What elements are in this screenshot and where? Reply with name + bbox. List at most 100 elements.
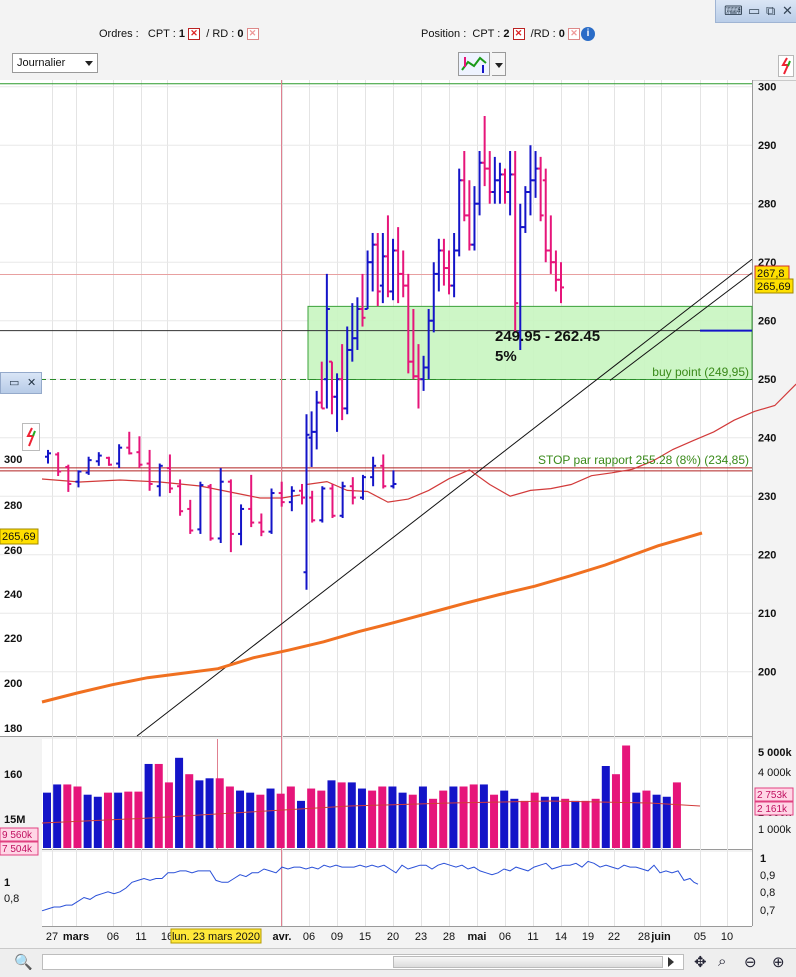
x-tick-label: 28	[443, 931, 455, 943]
x-tick-label: 23	[415, 931, 427, 943]
zoom-area-icon[interactable]: ⌕	[718, 953, 726, 970]
osc-y-tick-label: 0,8	[760, 887, 775, 899]
volume-bar	[673, 782, 681, 848]
volume-bar	[632, 793, 640, 848]
zoom-out-icon[interactable]: ⊖	[744, 953, 757, 971]
restore-icon[interactable]: ▭	[9, 376, 19, 389]
mini-window-titlebar[interactable]: ▭ ✕	[0, 372, 42, 394]
volume-bar	[195, 780, 203, 848]
horizontal-scrollbar[interactable]	[42, 954, 684, 970]
y-tick-label: 240	[758, 433, 776, 445]
volume-bar	[206, 778, 214, 848]
volume-bar	[124, 792, 132, 848]
mini-vol-tick-label: 160	[4, 769, 22, 781]
volume-bar	[541, 797, 549, 848]
mini-y-tick-label: 300	[4, 454, 22, 466]
y-tick-label: 260	[758, 316, 776, 328]
volume-bar	[327, 780, 335, 848]
y-tick-label: 280	[758, 199, 776, 211]
volume-bar	[307, 789, 315, 848]
volume-bar	[409, 795, 417, 848]
y-tick-label: 230	[758, 491, 776, 503]
volume-bar	[439, 791, 447, 848]
x-tick-label: 27	[46, 931, 58, 943]
x-tick-label: 06	[499, 931, 511, 943]
osc-y-tick-label: 1	[760, 853, 766, 865]
last-price-badge-text: 267,8	[757, 268, 785, 280]
x-tick-label: 14	[555, 931, 567, 943]
x-tick-label: 20	[387, 931, 399, 943]
volume-bar	[43, 793, 51, 848]
scrollbar-thumb[interactable]	[393, 956, 663, 968]
x-tick-label: 06	[303, 931, 315, 943]
y-tick-label: 200	[758, 667, 776, 679]
x-tick-label: 19	[582, 931, 594, 943]
volume-bar	[317, 791, 325, 848]
y-tick-label: 250	[758, 374, 776, 386]
stop-label: STOP par rapport 255.28 (8%) (234,85)	[538, 453, 749, 467]
zoom-icon[interactable]: 🔍	[14, 953, 33, 971]
zoom-in-icon[interactable]: ⊕	[772, 953, 785, 971]
volume-bar	[642, 791, 650, 848]
volume-bar	[267, 789, 275, 848]
x-tick-label: 28	[638, 931, 650, 943]
y-tick-label: 210	[758, 608, 776, 620]
volume-bar	[581, 801, 589, 848]
mini-price-badge-text: 265,69	[2, 531, 36, 543]
volume-bar	[145, 764, 153, 848]
x-tick-label: mars	[63, 931, 89, 943]
x-tick-label: lun. 23 mars 2020	[172, 931, 260, 943]
volume-bar	[358, 789, 366, 848]
volume-bar	[378, 787, 386, 849]
mini-vol-badge-text: 9 560k	[2, 830, 33, 841]
x-tick-label: 10	[721, 931, 733, 943]
volume-bar	[602, 766, 610, 848]
mini-y-tick-label: 180	[4, 723, 22, 735]
mini-osc-tick-label: 0,8	[4, 893, 19, 905]
mini-vol-badge-text: 7 504k	[2, 844, 33, 855]
volume-bar	[571, 801, 579, 848]
volume-bar	[622, 746, 630, 849]
indicator-icon[interactable]	[22, 423, 40, 451]
volume-bar	[236, 791, 244, 848]
volume-bar	[510, 799, 518, 848]
buy-point-label: buy point (249,95)	[652, 365, 749, 379]
volume-bar	[256, 795, 264, 848]
volume-bar	[155, 764, 163, 848]
y-tick-label: 290	[758, 140, 776, 152]
volume-bar	[449, 787, 457, 849]
volume-bar	[399, 793, 407, 848]
zone-range-label: 249.95 - 262.45	[495, 328, 600, 345]
mini-y-tick-label: 240	[4, 589, 22, 601]
volume-bar	[500, 791, 508, 848]
volume-bar	[165, 782, 173, 848]
x-tick-label: juin	[650, 931, 671, 943]
volume-bar	[612, 774, 620, 848]
x-tick-label: 11	[527, 931, 538, 943]
mini-y-tick-label: 260	[4, 545, 22, 557]
vol-y-tick-label: 4 000k	[758, 767, 792, 779]
volume-bar	[73, 787, 81, 849]
volume-bar	[134, 792, 142, 848]
volume-bar	[348, 782, 356, 848]
oscillator-panel-bg	[42, 852, 752, 926]
close-icon[interactable]: ✕	[27, 376, 36, 389]
x-tick-label: 09	[331, 931, 343, 943]
vol-y-tick-label: 1 000k	[758, 824, 792, 836]
volume-bar	[114, 793, 122, 848]
mini-y-tick-label: 220	[4, 633, 22, 645]
x-tick-label: avr.	[273, 931, 292, 943]
volume-bar	[53, 784, 61, 848]
y-tick-label: 300	[758, 82, 776, 94]
volume-bar	[368, 791, 376, 848]
volume-bar	[287, 787, 295, 849]
move-icon[interactable]: ✥	[694, 953, 707, 971]
volume-bar	[277, 794, 285, 848]
x-tick-label: 15	[359, 931, 371, 943]
last-price-badge-text: 265,69	[757, 281, 791, 293]
volume-bar	[297, 801, 305, 848]
scroll-right-icon[interactable]	[668, 957, 674, 967]
vol-badge-text: 2 161k	[757, 804, 788, 815]
volume-bar	[94, 797, 102, 848]
